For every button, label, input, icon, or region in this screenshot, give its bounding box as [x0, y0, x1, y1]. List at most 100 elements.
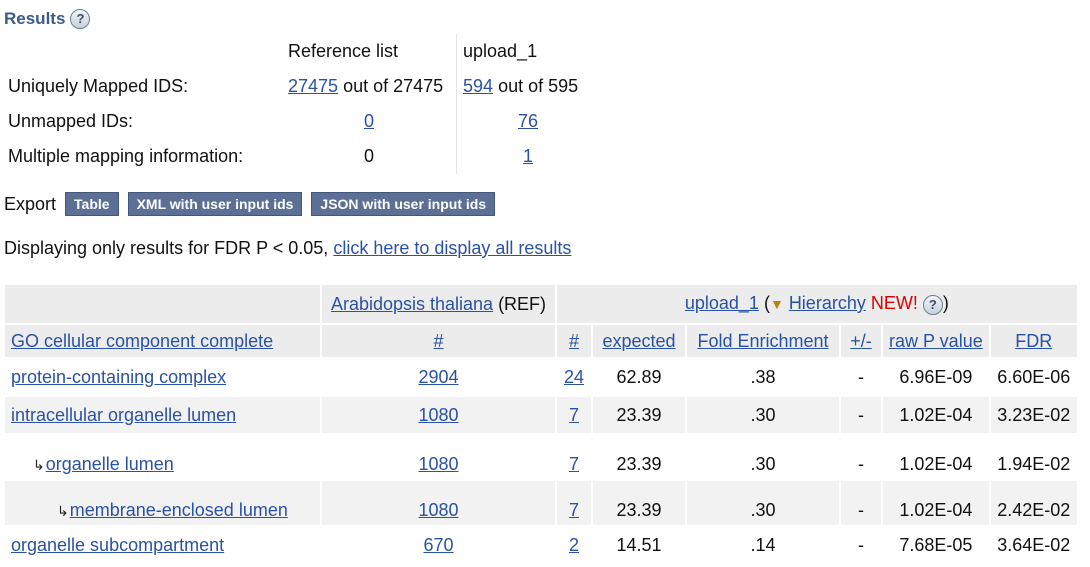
- ref-count-cell: 2904: [321, 358, 557, 397]
- ref-count-cell: 1080: [321, 480, 557, 527]
- expected-cell: 23.39: [592, 396, 687, 435]
- mapping-up-cell: 76: [457, 104, 600, 139]
- expected-cell: 23.39: [592, 480, 687, 527]
- fold-cell: .38: [686, 358, 841, 397]
- col-upload-count[interactable]: #: [556, 324, 593, 359]
- ref-count-link[interactable]: 1080: [418, 404, 459, 425]
- fold-cell: .30: [686, 480, 841, 527]
- organism-header: Arabidopsis thaliana (REF): [321, 285, 557, 325]
- help-icon[interactable]: ?: [922, 295, 943, 315]
- unmapped-ref-link[interactable]: 0: [363, 111, 374, 131]
- fdr-cell: 3.23E-02: [989, 396, 1079, 435]
- mapped-ref-link[interactable]: 27475: [288, 76, 339, 96]
- mapping-label: Uniquely Mapped IDS:: [8, 76, 189, 96]
- mapping-ref-cell: 27475 out of 27475: [282, 69, 457, 104]
- go-term-cell: intracellular organelle lumen: [5, 396, 322, 435]
- go-term-link[interactable]: organelle lumen: [45, 454, 174, 474]
- col-go-term[interactable]: GO cellular component complete: [5, 324, 322, 359]
- filter-text: Displaying only results for FDR P < 0.05…: [4, 238, 329, 258]
- new-badge: NEW!: [870, 293, 918, 313]
- go-term-cell: protein-containing complex: [5, 358, 322, 397]
- hierarchy-triangle-icon[interactable]: ▼: [769, 296, 784, 312]
- ref-count-link[interactable]: 1080: [418, 500, 459, 520]
- mapping-row-multiple: Multiple mapping information: 0 1: [2, 139, 599, 174]
- col-raw-p[interactable]: raw P value: [882, 324, 991, 359]
- export-bar: Export Table XML with user input ids JSO…: [4, 192, 496, 216]
- go-term-cell: ↳membrane-enclosed lumen: [5, 480, 322, 527]
- expected-cell: 62.89: [592, 358, 687, 397]
- go-term-link[interactable]: protein-containing complex: [11, 366, 227, 387]
- plusminus-cell: -: [840, 358, 883, 397]
- ref-count-link[interactable]: 670: [423, 534, 454, 555]
- close-paren: ): [942, 293, 949, 313]
- sort-ref-count[interactable]: #: [433, 330, 444, 351]
- raw-p-cell: 1.02E-04: [882, 434, 991, 481]
- sort-expected[interactable]: expected: [602, 330, 676, 351]
- upload-count-link[interactable]: 7: [568, 404, 579, 425]
- mapping-up-cell: 1: [457, 139, 600, 174]
- header-blank: [5, 285, 322, 325]
- raw-p-cell: 6.96E-09: [882, 358, 991, 397]
- multiple-upload-link[interactable]: 1: [522, 146, 533, 166]
- open-paren: (: [763, 293, 770, 313]
- fold-cell: .14: [686, 526, 841, 565]
- col-fold[interactable]: Fold Enrichment: [686, 324, 841, 359]
- child-arrow-icon: ↳: [33, 457, 45, 473]
- sort-raw-p[interactable]: raw P value: [889, 330, 983, 351]
- ref-count-link[interactable]: 1080: [418, 454, 459, 474]
- sort-go-term[interactable]: GO cellular component complete: [11, 330, 274, 351]
- go-term-link[interactable]: membrane-enclosed lumen: [69, 500, 288, 520]
- hierarchy-link[interactable]: Hierarchy: [788, 293, 866, 313]
- plusminus-cell: -: [840, 396, 883, 435]
- filter-notice: Displaying only results for FDR P < 0.05…: [4, 238, 571, 259]
- child-arrow-icon: ↳: [57, 503, 69, 519]
- plusminus-cell: -: [840, 434, 883, 481]
- export-label: Export: [4, 193, 57, 214]
- fdr-cell: 3.64E-02: [989, 526, 1079, 565]
- upload-count-link[interactable]: 7: [568, 454, 579, 474]
- export-xml-button[interactable]: XML with user input ids: [127, 192, 303, 216]
- sort-fdr[interactable]: FDR: [1015, 330, 1053, 351]
- upload-count-link[interactable]: 7: [568, 500, 579, 520]
- col-plusminus[interactable]: +/-: [840, 324, 883, 359]
- show-all-results-link[interactable]: click here to display all results: [333, 238, 572, 258]
- table-row: ↳organelle lumen 1080 7 23.39 .30 - 1.02…: [5, 434, 1079, 481]
- mapped-upload-link[interactable]: 594: [463, 76, 494, 96]
- sort-upload-count[interactable]: #: [568, 330, 579, 351]
- go-term-cell: ↳organelle lumen: [5, 434, 322, 481]
- table-header-columns: GO cellular component complete # # expec…: [5, 324, 1079, 359]
- col-fdr[interactable]: FDR: [989, 324, 1079, 359]
- go-term-cell: organelle subcompartment: [5, 526, 322, 565]
- go-term-link[interactable]: organelle subcompartment: [11, 534, 225, 555]
- col-expected[interactable]: expected: [592, 324, 687, 359]
- mapping-row-unique: Uniquely Mapped IDS: 27475 out of 27475 …: [2, 69, 599, 104]
- table-row: intracellular organelle lumen 1080 7 23.…: [5, 396, 1079, 435]
- table-row: organelle subcompartment 670 2 14.51 .14…: [5, 526, 1079, 565]
- ref-count-cell: 1080: [321, 396, 557, 435]
- fdr-cell: 1.94E-02: [989, 434, 1079, 481]
- upload-count-cell: 7: [556, 434, 593, 481]
- fold-cell: .30: [686, 396, 841, 435]
- help-icon[interactable]: ?: [70, 9, 91, 29]
- raw-p-cell: 1.02E-04: [882, 396, 991, 435]
- sort-fold[interactable]: Fold Enrichment: [697, 330, 829, 351]
- export-table-button[interactable]: Table: [65, 192, 119, 216]
- expected-cell: 14.51: [592, 526, 687, 565]
- mapping-row-unmapped: Unmapped IDs: 0 76: [2, 104, 599, 139]
- upload-count-cell: 7: [556, 396, 593, 435]
- results-title: Results: [4, 9, 66, 28]
- sort-plusminus[interactable]: +/-: [850, 330, 872, 351]
- organism-link[interactable]: Arabidopsis thaliana: [330, 293, 494, 314]
- col-ref-count[interactable]: #: [321, 324, 557, 359]
- export-json-button[interactable]: JSON with user input ids: [311, 192, 496, 216]
- upload-link[interactable]: upload_1: [684, 293, 759, 313]
- mapping-header-row: Reference list upload_1: [2, 34, 599, 69]
- ref-count-link[interactable]: 2904: [418, 366, 459, 387]
- upload-count-link[interactable]: 24: [563, 366, 585, 387]
- mapping-up-cell: 594 out of 595: [457, 69, 600, 104]
- upload-count-link[interactable]: 2: [568, 534, 579, 555]
- mapping-label: Multiple mapping information:: [8, 146, 244, 166]
- go-term-link[interactable]: intracellular organelle lumen: [11, 404, 237, 425]
- fdr-cell: 6.60E-06: [989, 358, 1079, 397]
- unmapped-upload-link[interactable]: 76: [517, 111, 539, 131]
